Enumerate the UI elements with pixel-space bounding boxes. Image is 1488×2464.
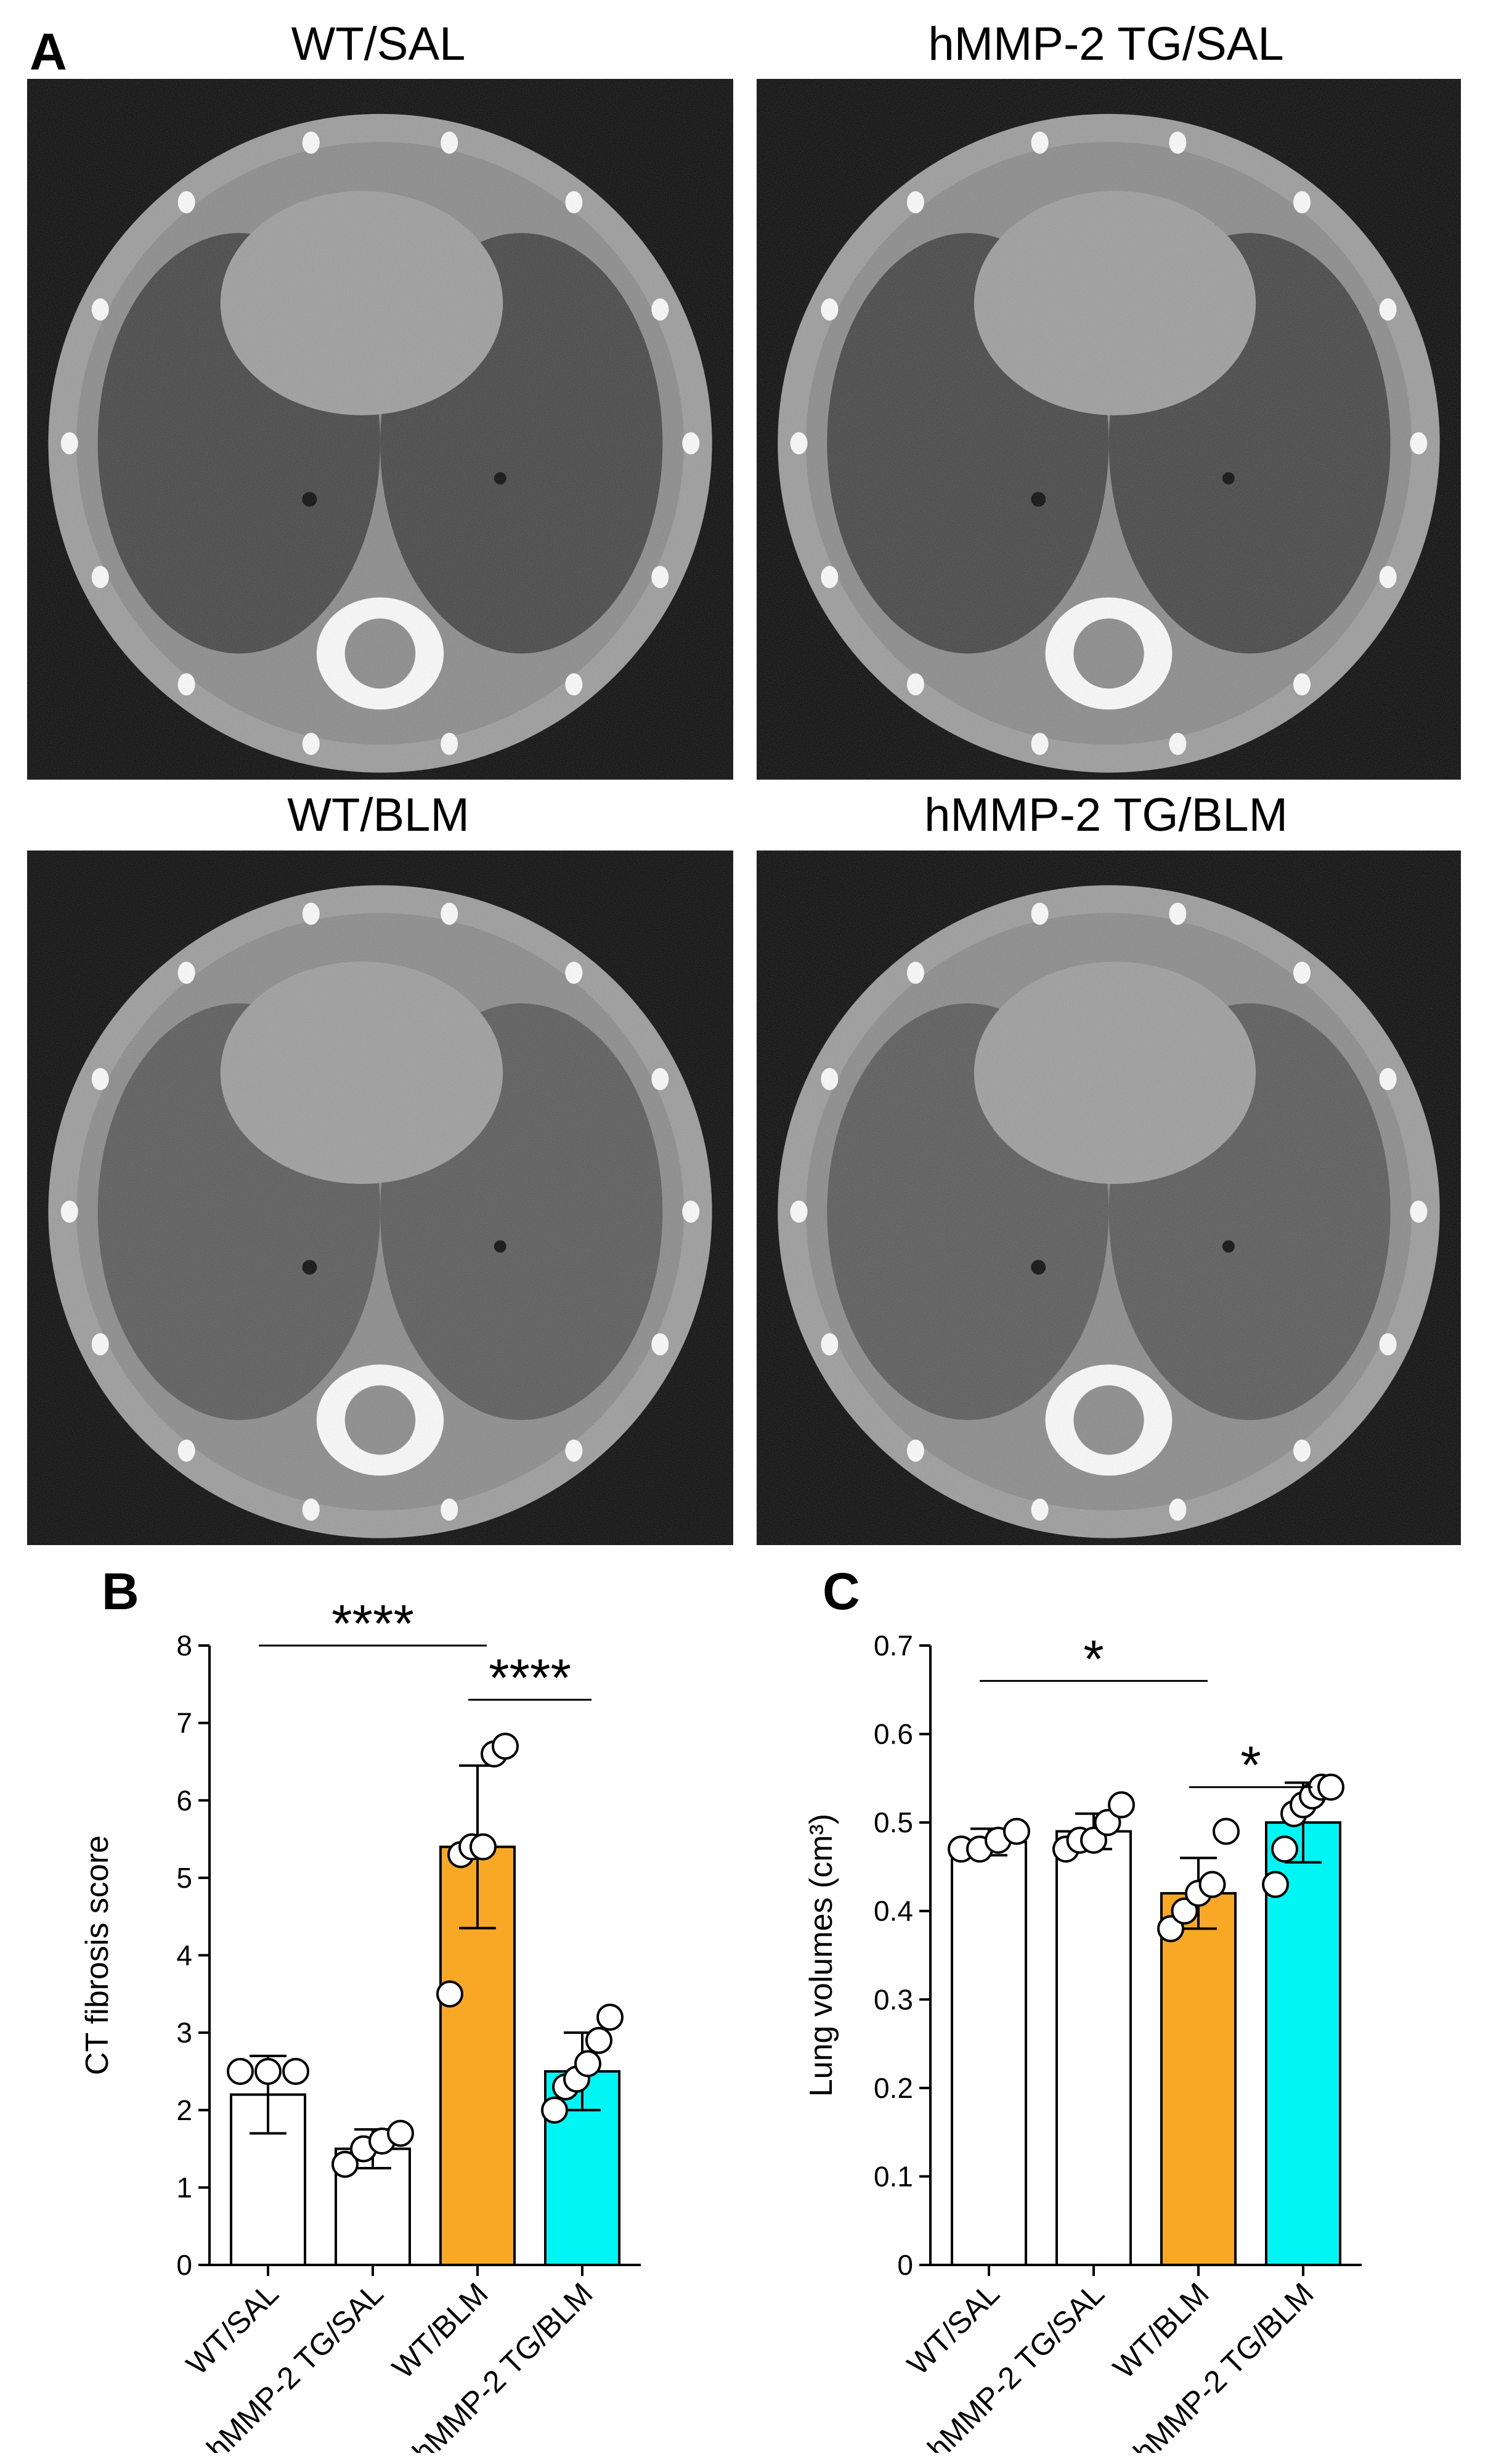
x-tick-label: hMMP-2 TG/BLM bbox=[406, 2276, 600, 2453]
y-tick-label: 0.2 bbox=[874, 2072, 913, 2104]
data-point bbox=[1213, 1817, 1240, 1845]
y-tick-label: 4 bbox=[176, 1940, 192, 1972]
x-tick-label: WT/SAL bbox=[180, 2276, 285, 2381]
x-tick-label: hMMP-2 TG/BLM bbox=[1127, 2276, 1320, 2453]
y-tick-label: 0.3 bbox=[874, 1983, 913, 2015]
data-point bbox=[436, 1980, 463, 2008]
y-tick-label: 1 bbox=[176, 2171, 192, 2203]
y-tick-label: 5 bbox=[176, 1862, 192, 1894]
y-tick-label: 7 bbox=[176, 1707, 192, 1739]
data-point bbox=[1317, 1773, 1344, 1801]
significance-label: * bbox=[1240, 1736, 1261, 1795]
x-tick-label: hMMP-2 TG/SAL bbox=[921, 2276, 1111, 2453]
data-point bbox=[387, 2119, 414, 2147]
y-axis-label: CT fibrosis score bbox=[79, 1835, 115, 2075]
y-tick-label: 2 bbox=[176, 2094, 192, 2126]
data-point bbox=[1171, 1897, 1198, 1925]
chart-c-lung-volumes: 0 0.1 0.2 0.3 0.4 0.5 0.6 0.7 Lung volumes (cm³)… bbox=[803, 1630, 1362, 2453]
ct-image-wt-sal bbox=[27, 79, 733, 780]
significance-label: **** bbox=[489, 1649, 571, 1708]
x-tick-label: hMMP-2 TG/SAL bbox=[200, 2276, 390, 2453]
bar bbox=[951, 1840, 1027, 2266]
ct-image-tg-sal bbox=[757, 79, 1461, 780]
y-axis-label: Lung volumes (cm³) bbox=[803, 1814, 839, 2097]
y-tick-label: 0.5 bbox=[874, 1806, 913, 1838]
ct-title-wt-blm: WT/BLM bbox=[287, 789, 470, 841]
data-point bbox=[1003, 1817, 1030, 1845]
bar bbox=[1160, 1892, 1237, 2266]
ct-image-tg-blm bbox=[757, 851, 1461, 1545]
data-point bbox=[227, 2057, 254, 2085]
data-point bbox=[541, 2096, 568, 2124]
data-point bbox=[1094, 1809, 1121, 1837]
data-point bbox=[1157, 1915, 1184, 1943]
ct-title-tg-sal: hMMP-2 TG/SAL bbox=[928, 18, 1284, 70]
data-point bbox=[331, 2150, 359, 2178]
x-tick-label: WT/BLM bbox=[386, 2276, 495, 2385]
y-tick-label: 8 bbox=[176, 1630, 192, 1662]
y-tick-label: 0 bbox=[176, 2249, 192, 2281]
data-point bbox=[282, 2057, 309, 2085]
data-point bbox=[470, 1833, 497, 1861]
y-tick-label: 0.6 bbox=[874, 1718, 913, 1750]
data-point bbox=[492, 1732, 519, 1760]
significance-label: **** bbox=[331, 1594, 414, 1654]
data-point bbox=[585, 2026, 612, 2054]
y-tick-label: 0.4 bbox=[874, 1895, 913, 1927]
panel-b-letter: B bbox=[102, 1562, 139, 1620]
panel-a-letter: A bbox=[30, 23, 67, 81]
ct-image-wt-blm bbox=[27, 851, 733, 1545]
y-tick-label: 0.7 bbox=[874, 1630, 913, 1662]
y-tick-label: 6 bbox=[176, 1784, 192, 1816]
data-point bbox=[1080, 1826, 1107, 1854]
ct-title-wt-sal: WT/SAL bbox=[291, 18, 466, 70]
data-point bbox=[1198, 1870, 1226, 1898]
panel-c-letter: C bbox=[823, 1562, 860, 1620]
y-tick-label: 0.1 bbox=[874, 2160, 913, 2192]
data-point bbox=[596, 2004, 624, 2031]
data-point bbox=[1108, 1791, 1135, 1819]
y-tick-label: 0 bbox=[897, 2249, 913, 2281]
data-point bbox=[574, 2050, 601, 2078]
data-point bbox=[1271, 1835, 1298, 1863]
ct-title-tg-blm: hMMP-2 TG/BLM bbox=[924, 789, 1288, 841]
y-tick-label: 3 bbox=[176, 2017, 192, 2049]
x-tick-label: WT/SAL bbox=[901, 2276, 1006, 2381]
bar bbox=[1055, 1830, 1132, 2266]
data-point bbox=[254, 2057, 282, 2085]
data-point bbox=[1262, 1870, 1289, 1898]
significance-label: * bbox=[1083, 1630, 1104, 1689]
x-tick-label: WT/BLM bbox=[1107, 2276, 1216, 2385]
